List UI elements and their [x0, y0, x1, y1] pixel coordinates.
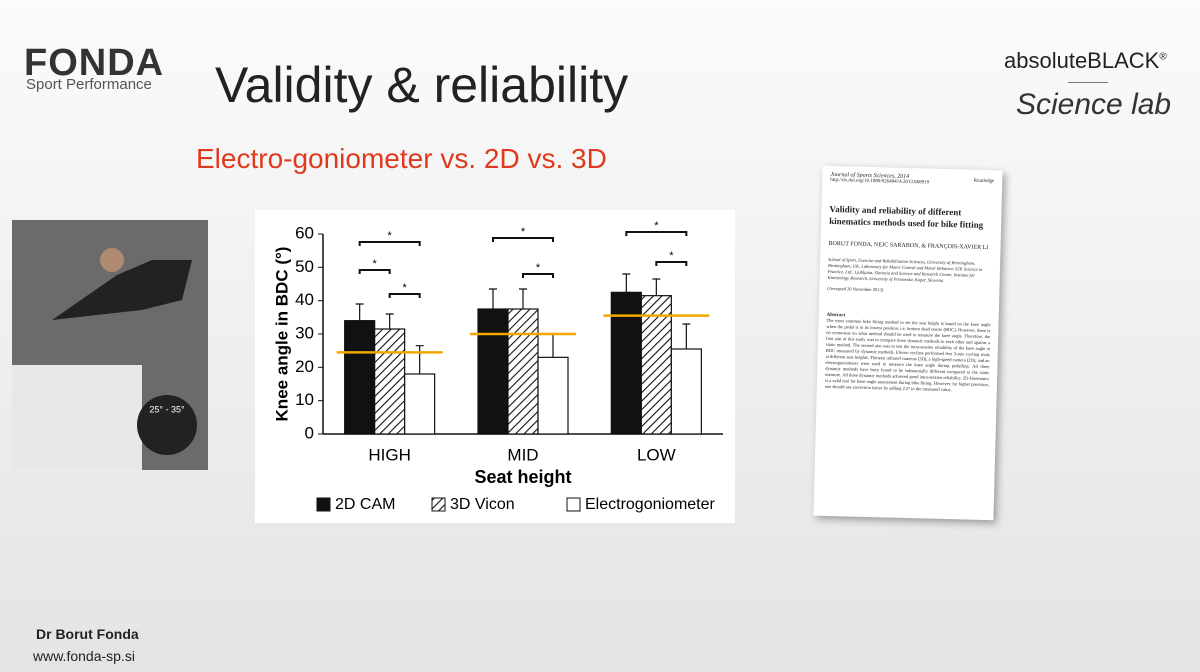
- significance-mark: *: [536, 262, 541, 274]
- photo: 25° - 35°: [12, 220, 208, 470]
- significance-mark: *: [521, 226, 526, 238]
- bar: [374, 328, 406, 435]
- x-tick-label: LOW: [637, 445, 676, 464]
- flywheel: [137, 395, 197, 455]
- photo-label: 25° - 35°: [149, 404, 185, 414]
- error-bar: [622, 273, 631, 293]
- paper: Journal of Sports Sciences, 2014 http://…: [813, 165, 1003, 521]
- y-tick-label: 50: [295, 257, 314, 276]
- error-bar: [519, 288, 527, 309]
- paper-abstract: The most common bike fitting method to s…: [824, 317, 991, 393]
- bike-base: [12, 365, 142, 470]
- significance-bracket: [358, 269, 391, 274]
- legend-swatch: [431, 497, 446, 512]
- bar: [537, 356, 569, 435]
- x-axis-label: Seat height: [474, 467, 571, 487]
- brand-rule: [1068, 82, 1108, 83]
- significance-bracket: [625, 231, 688, 236]
- rider: [52, 260, 192, 320]
- paper-accepted: (Accepted 20 November 2013): [827, 285, 884, 293]
- legend-label: 3D Vicon: [450, 496, 515, 513]
- y-tick-label: 0: [305, 423, 314, 442]
- legend-swatch: [566, 497, 581, 512]
- significance-bracket: [522, 273, 554, 278]
- paper-authors: BORUT FONDA, NEJC SARABON, & FRANÇOIS-XA…: [828, 241, 989, 252]
- error-bar: [682, 323, 691, 349]
- bar: [610, 291, 642, 435]
- y-tick-label: 60: [295, 223, 314, 242]
- error-bar: [385, 313, 394, 329]
- lab: Science lab: [1016, 88, 1172, 121]
- error-bar: [652, 278, 661, 296]
- y-tick-label: 20: [295, 357, 314, 376]
- significance-mark: *: [388, 230, 393, 242]
- y-tick-label: 40: [295, 290, 314, 309]
- slide-title: Validity & reliability: [215, 57, 629, 113]
- bar: [404, 373, 436, 435]
- logo-sub: Sport Performance: [26, 76, 152, 93]
- bar: [344, 320, 376, 435]
- error-bar: [415, 345, 424, 374]
- paper-title: Validity and reliability of different ki…: [829, 203, 984, 230]
- slide-subtitle: Electro-goniometer vs. 2D vs. 3D: [196, 143, 607, 174]
- legend-label: Electrogoniometer: [585, 496, 716, 513]
- brand: absoluteBLACK®: [1004, 48, 1167, 74]
- significance-bracket: [492, 237, 554, 242]
- x-tick-label: HIGH: [368, 445, 411, 464]
- author: Dr Borut Fonda: [36, 626, 139, 642]
- error-bar: [489, 288, 497, 309]
- y-tick-label: 30: [295, 323, 314, 342]
- error-bar: [355, 303, 364, 321]
- brand-mark: ®: [1159, 51, 1167, 63]
- y-tick-label: 10: [295, 390, 314, 409]
- website: www.fonda-sp.si: [33, 648, 135, 664]
- rider-head: [100, 248, 124, 272]
- significance-mark: *: [373, 258, 378, 270]
- logo-main: FONDA: [24, 42, 165, 84]
- brand-text: absoluteBLACK: [1004, 48, 1160, 73]
- x-tick-label: MID: [507, 445, 538, 464]
- significance-mark: *: [669, 250, 674, 262]
- y-axis-label: Knee angle in BDC (°): [272, 247, 291, 422]
- bar: [670, 348, 702, 435]
- bar: [477, 308, 509, 435]
- significance-bracket: [358, 241, 421, 246]
- significance-mark: *: [654, 220, 659, 232]
- legend-label: 2D CAM: [335, 496, 395, 513]
- paper-affiliation: School of Sport, Exercise and Rehabilita…: [827, 257, 983, 283]
- significance-bracket: [388, 293, 421, 298]
- legend-swatch: [316, 497, 331, 512]
- bar: [507, 308, 539, 435]
- significance-mark: *: [403, 282, 408, 294]
- significance-bracket: [655, 261, 688, 266]
